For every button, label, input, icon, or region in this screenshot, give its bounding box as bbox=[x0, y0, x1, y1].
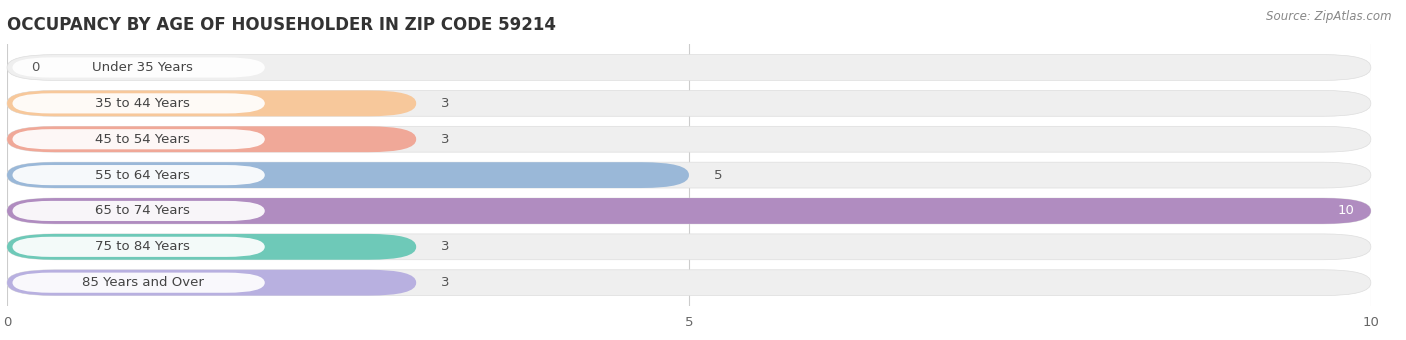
Text: 3: 3 bbox=[440, 240, 450, 253]
FancyBboxPatch shape bbox=[13, 57, 264, 78]
Text: 10: 10 bbox=[1337, 204, 1354, 218]
FancyBboxPatch shape bbox=[13, 165, 264, 185]
FancyBboxPatch shape bbox=[7, 270, 416, 295]
FancyBboxPatch shape bbox=[13, 237, 264, 257]
FancyBboxPatch shape bbox=[7, 90, 1371, 116]
Text: OCCUPANCY BY AGE OF HOUSEHOLDER IN ZIP CODE 59214: OCCUPANCY BY AGE OF HOUSEHOLDER IN ZIP C… bbox=[7, 16, 555, 34]
Text: 45 to 54 Years: 45 to 54 Years bbox=[96, 133, 190, 146]
FancyBboxPatch shape bbox=[7, 90, 416, 116]
FancyBboxPatch shape bbox=[13, 273, 264, 293]
Text: Source: ZipAtlas.com: Source: ZipAtlas.com bbox=[1267, 10, 1392, 23]
Text: 85 Years and Over: 85 Years and Over bbox=[82, 276, 204, 289]
Text: 0: 0 bbox=[31, 61, 39, 74]
Text: 35 to 44 Years: 35 to 44 Years bbox=[96, 97, 190, 110]
FancyBboxPatch shape bbox=[7, 270, 1371, 295]
FancyBboxPatch shape bbox=[13, 93, 264, 114]
FancyBboxPatch shape bbox=[13, 129, 264, 149]
FancyBboxPatch shape bbox=[13, 201, 264, 221]
FancyBboxPatch shape bbox=[7, 198, 1371, 224]
FancyBboxPatch shape bbox=[7, 234, 1371, 260]
Text: 65 to 74 Years: 65 to 74 Years bbox=[96, 204, 190, 218]
Text: 5: 5 bbox=[713, 169, 723, 182]
Text: 3: 3 bbox=[440, 133, 450, 146]
FancyBboxPatch shape bbox=[7, 234, 416, 260]
Text: 75 to 84 Years: 75 to 84 Years bbox=[96, 240, 190, 253]
FancyBboxPatch shape bbox=[7, 162, 1371, 188]
FancyBboxPatch shape bbox=[7, 198, 1371, 224]
FancyBboxPatch shape bbox=[7, 126, 416, 152]
Text: 55 to 64 Years: 55 to 64 Years bbox=[96, 169, 190, 182]
Text: 3: 3 bbox=[440, 97, 450, 110]
FancyBboxPatch shape bbox=[7, 162, 689, 188]
Text: 3: 3 bbox=[440, 276, 450, 289]
FancyBboxPatch shape bbox=[7, 55, 1371, 81]
FancyBboxPatch shape bbox=[7, 126, 1371, 152]
Text: Under 35 Years: Under 35 Years bbox=[93, 61, 193, 74]
